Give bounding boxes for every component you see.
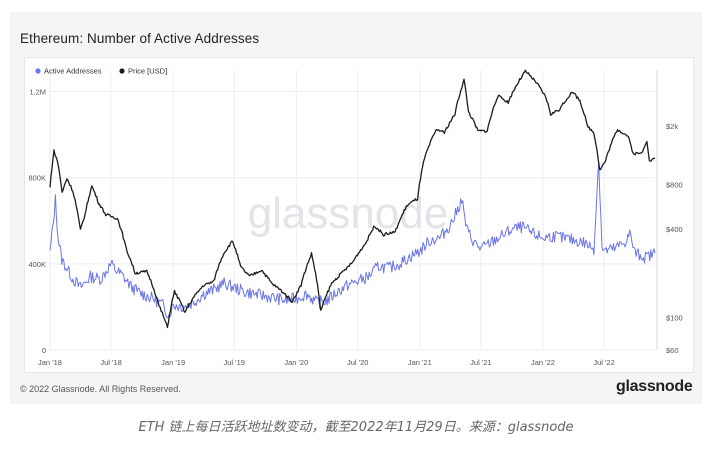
y-right-tick-label: $60 xyxy=(666,346,679,355)
x-tick-label: Jan '21 xyxy=(408,358,432,367)
x-tick-label: Jul '18 xyxy=(100,358,121,367)
copyright-text: © 2022 Glassnode. All Rights Reserved. xyxy=(20,384,181,394)
active-addresses-line xyxy=(49,161,656,319)
y-right-tick-label: $800 xyxy=(666,180,683,189)
x-tick-label: Jul '20 xyxy=(347,358,368,367)
y-right-tick-label: $400 xyxy=(666,225,683,234)
x-tick-label: Jan '20 xyxy=(284,358,308,367)
watermark: glassnode xyxy=(248,189,449,238)
legend-item-price[interactable]: Price [USD] xyxy=(119,67,167,76)
figure-caption: ETH 链上每日活跃地址数变动，截至2022年11月29日。来源：glassno… xyxy=(138,420,574,435)
x-tick-label: Jan '19 xyxy=(161,358,185,367)
y-left-tick-label: 1.2M xyxy=(29,88,46,97)
x-tick-label: Jan '22 xyxy=(531,358,555,367)
legend[interactable]: Active Addresses Price [USD] xyxy=(35,67,167,76)
legend-dot xyxy=(119,68,125,74)
price-line xyxy=(49,69,656,329)
y-left-tick-label: 0 xyxy=(42,346,46,355)
y-left-tick-label: 800K xyxy=(28,174,46,183)
x-tick-label: Jan '18 xyxy=(38,358,62,367)
x-tick-label: Jul '21 xyxy=(470,358,491,367)
y-right-tick-label: $2k xyxy=(666,122,678,131)
legend-label: Active Addresses xyxy=(44,67,102,76)
grid xyxy=(49,70,658,351)
x-tick-label: Jul '19 xyxy=(224,358,245,367)
legend-item-active-addresses[interactable]: Active Addresses xyxy=(35,67,102,76)
legend-dot xyxy=(35,68,41,74)
legend-label: Price [USD] xyxy=(128,67,167,76)
chart-title: Ethereum: Number of Active Addresses xyxy=(20,31,260,46)
glassnode-logo[interactable]: glassnode xyxy=(616,378,693,395)
x-tick-label: Jul '22 xyxy=(593,358,614,367)
series-layer xyxy=(49,69,656,329)
y-left-tick-label: 400K xyxy=(28,260,46,269)
tick-layer: 0 400K 800K 1.2M $60 $100 $400 $800 $2k Jan '18 Ju… xyxy=(28,88,682,367)
y-right-tick-label: $100 xyxy=(666,313,683,322)
